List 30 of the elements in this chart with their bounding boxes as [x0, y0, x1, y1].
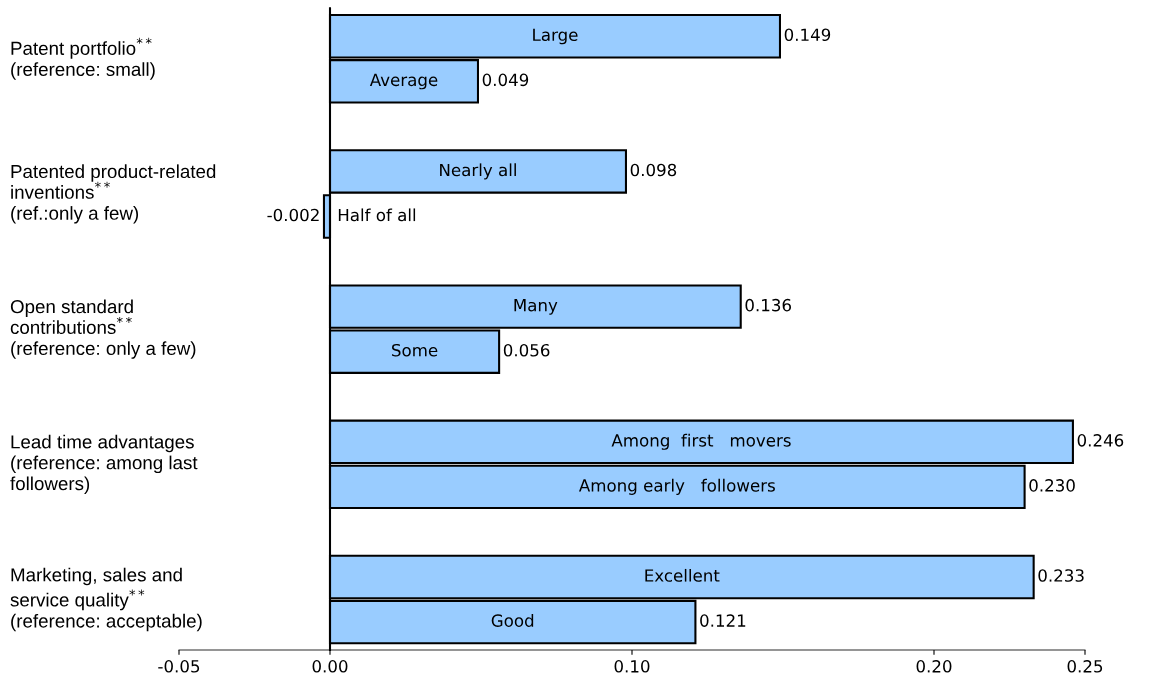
- text: Patented product-related inventions$^{**}$ (ref.:only a few): [11, 164, 216, 224]
- text: Open standard contributions$^{**}$ (reference: only a few): [10, 299, 196, 359]
- data-label: 0.233: [1038, 569, 1084, 582]
- text: Marketing, sales and service quality$^{**}$ (reference: acceptable): [10, 567, 202, 632]
- data-label: 0.136: [745, 298, 792, 312]
- y-tick-label: Average: [369, 73, 438, 90]
- y-tick-label: Many: [514, 299, 558, 315]
- data-label: 0.098: [630, 163, 677, 177]
- data-label: 0.246: [1077, 434, 1124, 447]
- y-tick-label: Among first movers: [611, 433, 791, 450]
- data-label: 0.230: [1029, 479, 1075, 492]
- data-label: 0.121: [700, 614, 746, 627]
- y-tick-label: Nearly all: [440, 163, 516, 180]
- data-label: -0.002: [267, 208, 319, 222]
- x-tick-label: 0.00: [312, 660, 348, 673]
- x-tick-label: 0.25: [1067, 660, 1103, 673]
- y-tick-label: Some: [392, 343, 438, 357]
- x-tick-label: 0.20: [916, 660, 952, 673]
- y-tick-label: Large: [533, 28, 578, 45]
- x-tick-label: 0.10: [614, 660, 650, 673]
- y-tick-label: Good: [491, 614, 534, 627]
- y-tick-label: Half of all: [338, 208, 416, 222]
- y-tick-label: Excellent: [645, 568, 720, 582]
- text: Patent portfolio$^{**}$ (reference: small): [11, 37, 155, 80]
- data-label: 0.149: [784, 28, 831, 42]
- data-label: 0.056: [503, 343, 550, 357]
- y-tick-label: Among early followers: [578, 478, 775, 495]
- x-tick-label: -0.05: [158, 660, 200, 673]
- data-label: 0.049: [482, 73, 529, 87]
- annotation: Lead time advantages (reference: among last followers): [10, 434, 198, 494]
